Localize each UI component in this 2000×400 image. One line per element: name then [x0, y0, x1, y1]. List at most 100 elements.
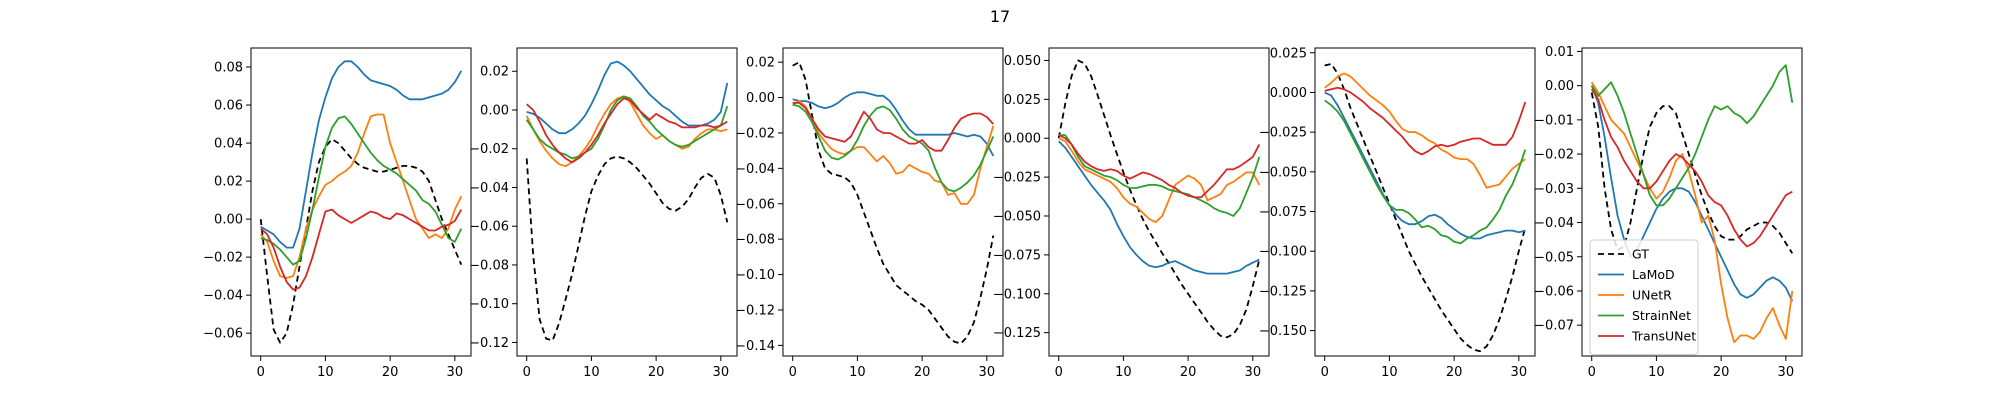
- x-tick-label: 10: [583, 365, 600, 380]
- series-lines: [525, 60, 729, 342]
- x-tick-label: 0: [789, 365, 797, 380]
- x-tick-label: 20: [1446, 365, 1463, 380]
- x-tick-label: 30: [1511, 365, 1528, 380]
- x-tick-label: 20: [1713, 365, 1730, 380]
- series-line-lamod: [1324, 91, 1526, 240]
- legend-entry-strainnet: StrainNet: [1598, 308, 1691, 323]
- y-tick-label: −0.075: [1259, 205, 1307, 220]
- series-lines: [792, 61, 995, 345]
- legend-box: [1589, 239, 1699, 355]
- x-tick-label: 10: [317, 365, 334, 380]
- x-tick-label: 0: [257, 365, 265, 380]
- y-tick-label: 0.000: [1270, 86, 1307, 101]
- y-tick-label: −0.14: [735, 339, 775, 354]
- series-lines: [1057, 59, 1261, 339]
- axes-frame: [1048, 47, 1270, 357]
- y-tick-label: −0.08: [469, 258, 509, 273]
- y-tick-label: 0.00: [214, 213, 243, 228]
- chart-panel-2: 0 10 20 30 −0.12 −0.10 −0.08 −0.06 −0.04 −0.02 0.0…: [469, 47, 738, 380]
- series-lines: [1590, 64, 1794, 344]
- series-lines: [259, 60, 463, 344]
- y-tick-label: −0.100: [993, 287, 1041, 302]
- series-line-unetr: [1058, 137, 1261, 224]
- series-line-transunet: [792, 102, 994, 152]
- x-tick-label: 0: [1588, 365, 1596, 380]
- series-line-strainnet: [1324, 99, 1527, 245]
- x-tick-label: 20: [1180, 365, 1197, 380]
- y-tick-label: 0.02: [214, 175, 243, 190]
- x-tick-label: 0: [523, 365, 531, 380]
- y-tick-label: −0.125: [993, 326, 1041, 341]
- y-tick-label: −0.150: [1259, 324, 1307, 339]
- series-line-unetr: [260, 113, 463, 279]
- y-tick-label: −0.02: [735, 126, 775, 141]
- legend-label: TransUNet: [1631, 329, 1696, 344]
- axes-frame: [1314, 47, 1536, 357]
- x-tick-label: 10: [849, 365, 866, 380]
- y-tick-label: −0.02: [203, 251, 243, 266]
- y-tick-label: −0.04: [469, 181, 509, 196]
- y-tick-label: −0.06: [203, 327, 243, 342]
- x-tick-label: 10: [1115, 365, 1132, 380]
- chart-panel-3: 0 10 20 30 −0.14 −0.12 −0.10 −0.08 −0.06 −0.04 −0.…: [735, 47, 1004, 380]
- y-tick-label: −0.04: [203, 289, 243, 304]
- y-tick-label: 0.02: [480, 65, 509, 80]
- y-tick-label: −0.07: [1534, 319, 1574, 334]
- series-line-lamod: [1058, 140, 1260, 275]
- series-line-gt: [1057, 59, 1261, 339]
- series-line-strainnet: [792, 103, 995, 193]
- y-tick-label: −0.12: [735, 303, 775, 318]
- y-tick-label: −0.025: [1259, 126, 1307, 141]
- y-tick-label: −0.125: [1259, 284, 1307, 299]
- x-tick-label: 30: [713, 365, 730, 380]
- y-tick-label: −0.08: [735, 233, 775, 248]
- series-line-strainnet: [1590, 64, 1794, 207]
- x-tick-label: 20: [382, 365, 399, 380]
- series-line-transunet: [1058, 134, 1261, 199]
- y-tick-label: 0.06: [214, 99, 243, 114]
- axes-frame: [250, 47, 472, 357]
- y-tick-label: −0.075: [993, 248, 1041, 263]
- y-tick-label: −0.02: [1534, 148, 1574, 163]
- axes-frame: [782, 47, 1004, 357]
- y-tick-label: −0.100: [1259, 245, 1307, 260]
- axes-frame: [1581, 47, 1803, 357]
- series-line-transunet: [1324, 86, 1527, 156]
- legend-label: UNetR: [1632, 288, 1672, 303]
- x-tick-label: 0: [1055, 365, 1063, 380]
- x-tick-label: 0: [1321, 365, 1329, 380]
- series-line-gt: [259, 138, 463, 344]
- series-line-unetr: [792, 100, 995, 205]
- figure-title: 17: [990, 7, 1010, 26]
- series-line-strainnet: [260, 115, 463, 266]
- series-line-lamod: [792, 91, 995, 157]
- series-line-transunet: [1590, 88, 1793, 248]
- legend-entry-gt: GT: [1598, 247, 1649, 262]
- y-tick-label: −0.06: [1534, 284, 1574, 299]
- series-line-unetr: [1590, 81, 1794, 344]
- y-tick-label: 0.04: [214, 137, 243, 152]
- legend-entry-transunet: TransUNet: [1598, 329, 1696, 344]
- y-tick-label: 0.01: [1545, 45, 1574, 60]
- legend-entry-unetr: UNetR: [1598, 288, 1672, 303]
- y-tick-label: −0.10: [469, 297, 509, 312]
- y-tick-label: 0.00: [480, 103, 509, 118]
- y-tick-label: −0.04: [735, 162, 775, 177]
- x-tick-label: 20: [914, 365, 931, 380]
- y-tick-label: −0.12: [469, 336, 509, 351]
- series-line-lamod: [260, 60, 463, 249]
- x-tick-label: 30: [1245, 365, 1262, 380]
- y-tick-label: 0.000: [1004, 132, 1041, 147]
- y-tick-label: −0.03: [1534, 182, 1574, 197]
- y-tick-label: −0.06: [469, 220, 509, 235]
- series-line-gt: [525, 155, 729, 342]
- y-tick-label: 0.025: [1270, 46, 1307, 61]
- legend: GT LaMoD UNetR StrainNet TransUNet: [1589, 239, 1699, 355]
- x-tick-label: 30: [979, 365, 996, 380]
- series-line-unetr: [1324, 72, 1526, 189]
- x-tick-label: 30: [447, 365, 464, 380]
- series-lines: [1324, 63, 1527, 353]
- y-tick-label: −0.05: [1534, 250, 1574, 265]
- x-tick-label: 30: [1778, 365, 1795, 380]
- series-line-transunet: [526, 97, 728, 164]
